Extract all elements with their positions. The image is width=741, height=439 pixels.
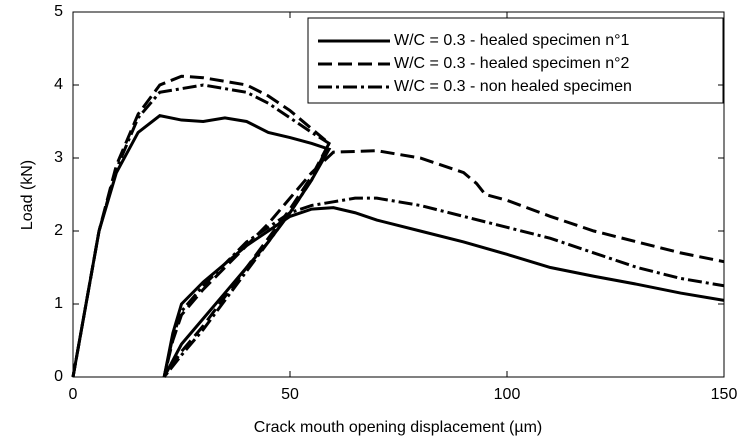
x-tick-label: 50 <box>281 386 299 403</box>
x-tick-label: 150 <box>711 386 738 403</box>
x-tick-label: 100 <box>494 386 521 403</box>
legend-box <box>307 17 724 104</box>
legend-label: W/C = 0.3 - non healed specimen <box>394 78 632 95</box>
series-line <box>71 114 725 378</box>
x-tick-label: 0 <box>69 386 78 403</box>
y-tick-label: 1 <box>54 295 63 312</box>
series-line <box>71 83 725 378</box>
y-tick-label: 4 <box>54 76 63 93</box>
x-axis-label: Crack mouth opening displacement (µm) <box>254 419 542 436</box>
legend-label: W/C = 0.3 - healed specimen n°1 <box>394 32 630 49</box>
y-tick-label: 0 <box>54 368 63 385</box>
y-axis-label: Load (kN) <box>19 160 36 230</box>
y-tick-label: 3 <box>54 149 63 166</box>
y-tick-label: 5 <box>54 3 63 20</box>
plot-frame <box>72 11 725 378</box>
y-tick-label: 2 <box>54 222 63 239</box>
legend-label: W/C = 0.3 - healed specimen n°2 <box>394 55 630 72</box>
